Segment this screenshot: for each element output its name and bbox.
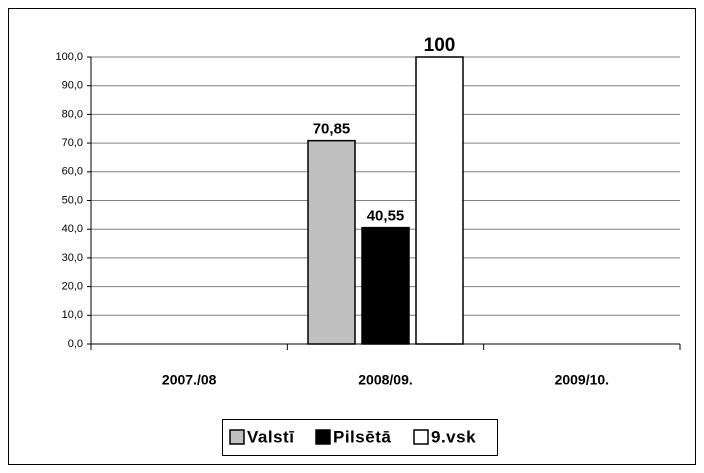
y-tick-label: 20,0 [62, 281, 83, 293]
bar [415, 56, 464, 345]
y-tick-label: 50,0 [62, 194, 83, 206]
y-tick-label: 0,0 [68, 338, 83, 350]
data-label: 40,55 [367, 208, 405, 225]
legend-swatch [315, 429, 331, 445]
legend-swatch [229, 429, 245, 445]
legend-label: 9.vsk [431, 427, 476, 446]
x-tick-label: 2008/09. [358, 372, 413, 388]
y-tick-label: 70,0 [62, 137, 83, 149]
legend-swatch [413, 429, 429, 445]
data-label: 100 [424, 35, 456, 56]
y-tick-label: 10,0 [62, 309, 83, 321]
y-tick-label: 30,0 [62, 252, 83, 264]
x-tick-label: 2007./08 [162, 372, 217, 388]
bar [307, 139, 356, 345]
bar [361, 226, 410, 345]
y-tick-label: 40,0 [62, 223, 83, 235]
data-label: 70,85 [313, 121, 351, 138]
legend-box [222, 419, 498, 456]
y-tick-label: 60,0 [62, 166, 83, 178]
legend-label: Valstī [247, 427, 294, 446]
y-tick-label: 100,0 [55, 51, 83, 63]
legend-label: Pilsētā [333, 427, 391, 446]
y-tick-label: 80,0 [62, 108, 83, 120]
x-tick-label: 2009/10. [555, 372, 610, 388]
y-tick-label: 90,0 [62, 80, 83, 92]
